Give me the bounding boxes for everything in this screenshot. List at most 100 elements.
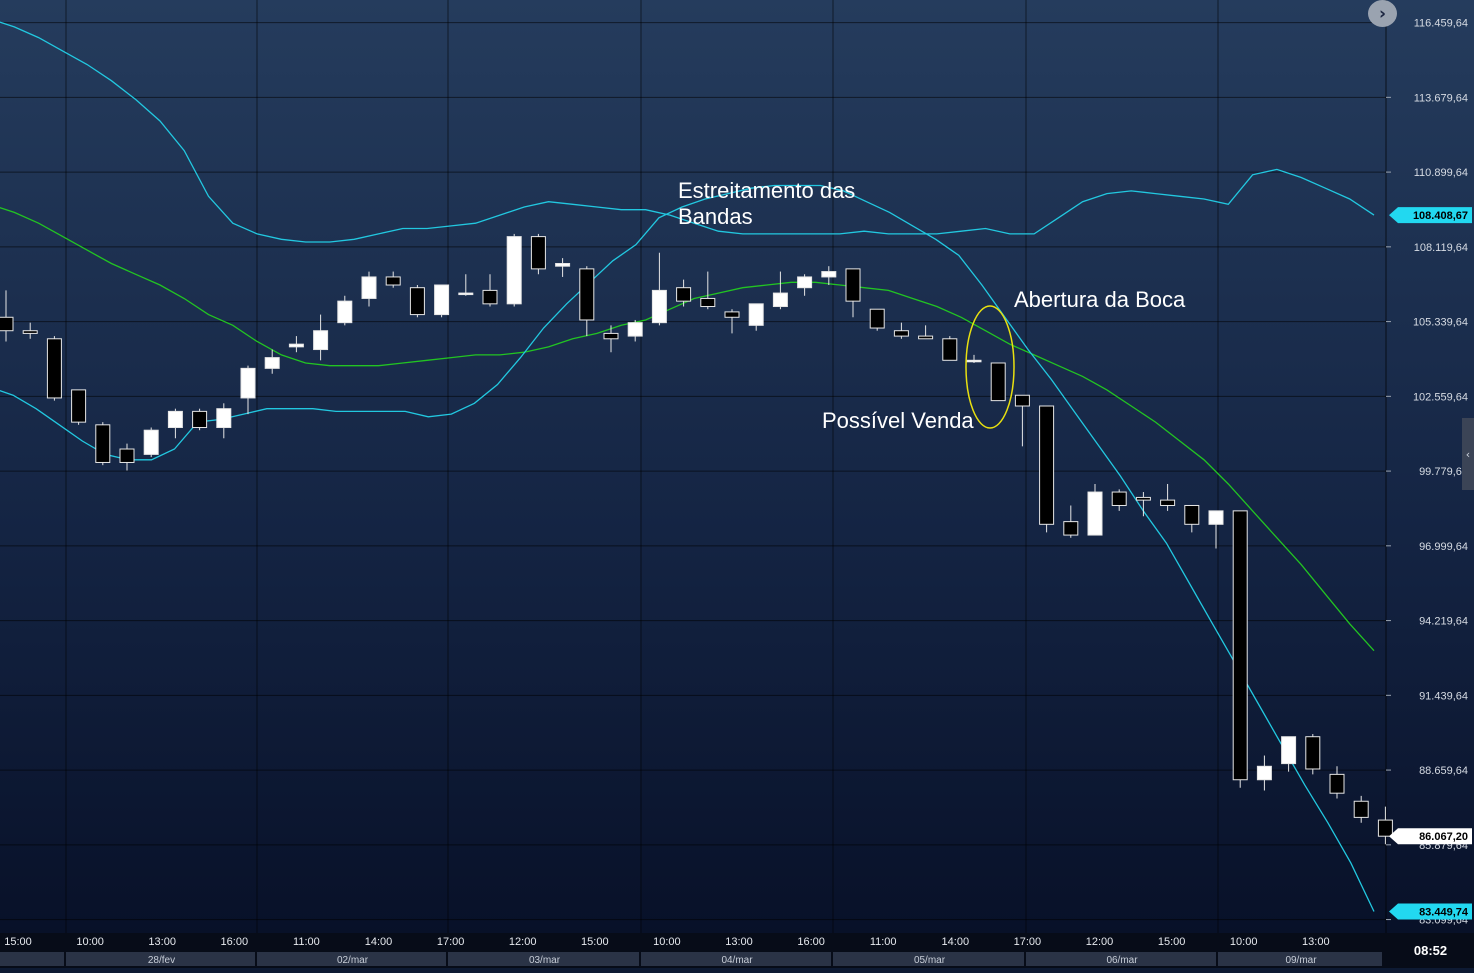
x-date-band (257, 952, 446, 966)
candle (772, 271, 788, 310)
candle (627, 319, 643, 342)
candle (530, 233, 546, 275)
candle-body-up (1208, 510, 1224, 525)
x-date-label: 09/mar (1285, 955, 1317, 966)
annotations: Estreitamento das Bandas Abertura da Boc… (678, 178, 1186, 433)
candle-body-down (845, 268, 861, 302)
candle-body-up (821, 271, 837, 278)
y-tick-label: 105.339,64 (1413, 317, 1468, 329)
candle (361, 271, 377, 307)
x-time-label: 17:00 (437, 936, 465, 948)
candle-body-up (216, 408, 232, 429)
candle-body-up (458, 292, 474, 296)
side-panel-toggle[interactable]: ‹ (1462, 418, 1474, 490)
candle (1111, 489, 1127, 511)
candle-body-up (772, 292, 788, 308)
candle-body-down (603, 332, 619, 340)
candle-body-down (22, 330, 38, 334)
candle-body-up (434, 284, 450, 316)
candle-body-up (1087, 491, 1103, 536)
candle (724, 309, 740, 334)
candle (1329, 766, 1345, 799)
candle (1353, 795, 1369, 823)
candle-body-up (1256, 765, 1272, 781)
candle (748, 303, 764, 331)
y-tick-label: 96.999,64 (1419, 541, 1468, 553)
annotation-estreitamento-line2: Bandas (678, 204, 753, 229)
annotation-abertura: Abertura da Boca (1014, 287, 1186, 312)
candle-body-down (990, 362, 1006, 402)
candle (313, 314, 329, 361)
candle (288, 336, 304, 353)
candle (1305, 734, 1321, 775)
candle (506, 233, 522, 307)
candle (1184, 504, 1200, 533)
candle (1377, 806, 1393, 845)
lower-band-price-tag-bg (1389, 903, 1472, 920)
candle (579, 266, 595, 337)
candle (143, 427, 159, 458)
candle (1232, 510, 1248, 788)
candle (1039, 405, 1055, 533)
candle (555, 258, 571, 277)
candle (46, 336, 62, 401)
upper-band-price-tag-text: 108.408,67 (1413, 210, 1468, 222)
candle-body-down (530, 236, 546, 270)
candle-body-up (555, 262, 571, 267)
candle-body-down (71, 389, 87, 423)
x-time-label: 13:00 (1302, 936, 1330, 948)
candle-body-down (1377, 819, 1393, 837)
candle-body-down (893, 330, 909, 337)
y-tick-label: 102.559,64 (1413, 391, 1468, 403)
highlight-ellipse (965, 305, 1015, 429)
candle-body-up (748, 303, 764, 326)
candle-body-down (700, 297, 716, 308)
candle-body-down (869, 308, 885, 329)
candle (845, 268, 861, 318)
x-date-band (641, 952, 831, 966)
candle (869, 308, 885, 331)
last-price-tag-text: 86.067,20 (1419, 831, 1468, 843)
candle-body-down (1353, 800, 1369, 818)
x-date-label: 02/mar (337, 955, 369, 966)
y-tick-label: 116.459,64 (1414, 18, 1468, 30)
candle-body-up (966, 359, 982, 363)
candle (22, 322, 38, 339)
candle (603, 325, 619, 353)
candle (821, 266, 837, 286)
current-time: 08:52 (1387, 933, 1474, 968)
x-date-label: 28/fev (148, 955, 175, 966)
candle-body-down (409, 287, 425, 316)
candle-body-down (385, 276, 401, 286)
candle-body-down (724, 311, 740, 318)
x-time-label: 12:00 (1086, 936, 1114, 948)
candle-body-down (1329, 773, 1345, 794)
candle (434, 284, 450, 318)
candle-body-up (240, 367, 256, 399)
candle (1281, 736, 1297, 772)
candle (337, 295, 353, 326)
candle (192, 408, 208, 431)
x-date-label: 06/mar (1106, 955, 1138, 966)
chevron-right-icon[interactable]: › (1368, 0, 1397, 27)
candle-body-down (1160, 499, 1176, 506)
candle (1014, 394, 1030, 447)
candles (0, 233, 1393, 845)
x-time-label: 12:00 (509, 936, 537, 948)
candle (918, 325, 934, 340)
candle (119, 443, 135, 471)
candle-body-up (627, 322, 643, 337)
candle (990, 362, 1006, 402)
x-time-label: 13:00 (725, 936, 753, 948)
candle-body-up (264, 357, 280, 369)
x-date-label: 04/mar (721, 955, 753, 966)
candle-body-down (1014, 394, 1030, 407)
candle-body-up (143, 429, 159, 455)
upper-band-price-tag-bg (1389, 207, 1472, 224)
candle-body-down (676, 287, 692, 302)
x-time-label: 15:00 (4, 936, 32, 948)
x-time-label: 14:00 (365, 936, 393, 948)
candle (700, 271, 716, 310)
